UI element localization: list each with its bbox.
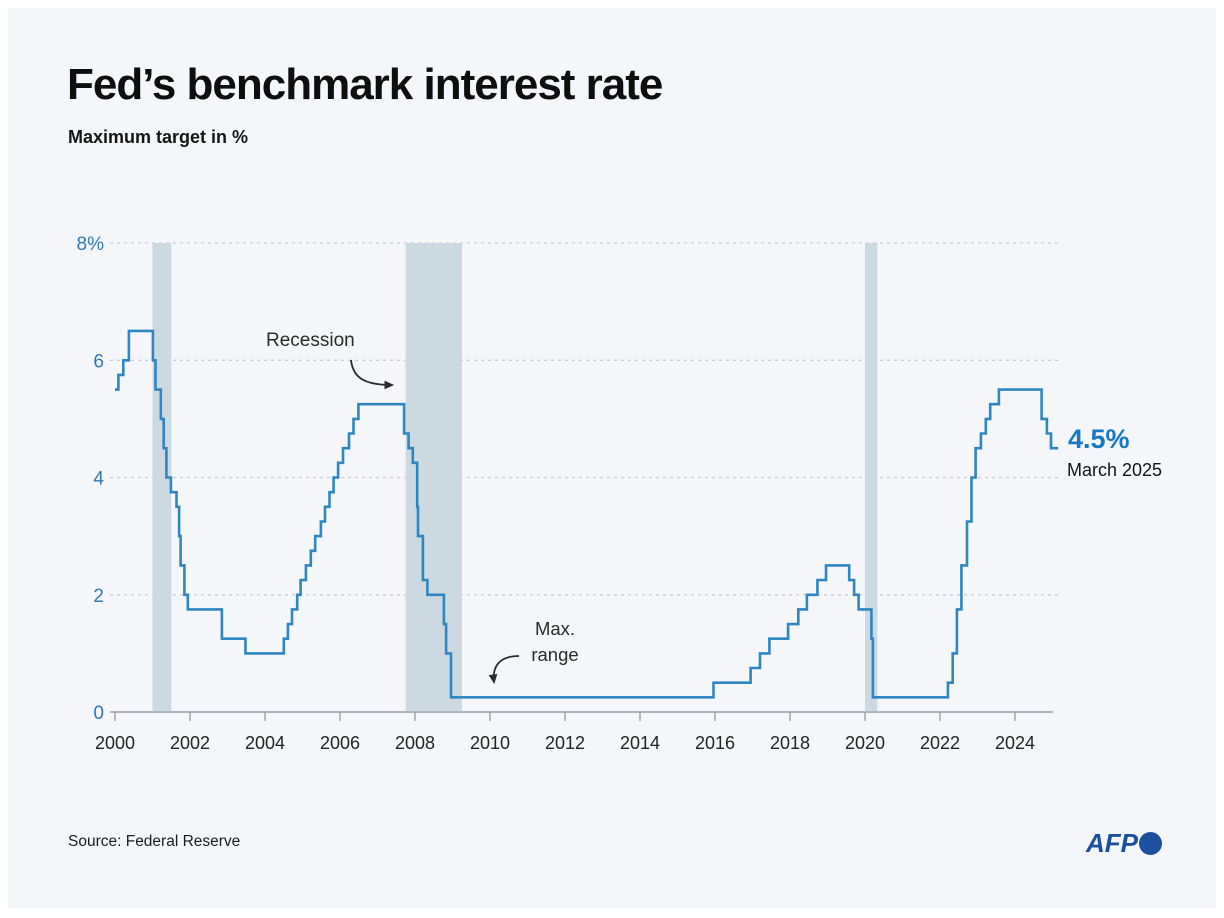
x-tick-label: 2010 [470,733,510,753]
y-tick-label: 4 [93,469,104,490]
x-tick-label: 2004 [245,733,285,753]
latest-rate-value: 4.5% [1068,424,1130,454]
latest-rate-date: March 2025 [1067,460,1163,480]
afp-logo-text: AFP [1086,828,1138,858]
x-tick-label: 2002 [170,733,210,753]
afp-logo: AFP [1086,828,1162,859]
chart-title: Fed’s benchmark interest rate [67,60,663,109]
x-tick-label: 2014 [620,733,660,753]
recession-band [405,243,462,711]
recession-band [865,243,878,711]
chart-card-background [8,8,1216,908]
x-tick-label: 2012 [545,733,585,753]
y-tick-label: 6 [93,351,104,372]
x-tick-label: 2024 [995,733,1035,753]
x-tick-label: 2022 [920,733,960,753]
max-range-annotation: Max. range [508,616,602,667]
y-tick-label: 0 [93,703,104,724]
y-axis-labels: 8% 6 4 2 0 [77,234,105,724]
recession-arrow [350,359,395,390]
afp-logo-dot-icon [1139,832,1162,855]
max-range-line2: range [531,643,579,665]
y-tick-label: 8% [77,234,105,255]
max-range-line1: Max. [534,618,576,639]
rate-step-line [115,329,1059,699]
x-tick-label: 2006 [320,733,360,753]
x-tick-label: 2020 [845,733,885,753]
x-tick-label: 2018 [770,733,810,753]
y-tick-label: 2 [93,586,104,607]
x-tick-label: 2016 [695,733,735,753]
source-credit: Source: Federal Reserve [68,833,241,850]
x-tick-label: 2000 [95,733,135,753]
x-axis: 2000 2002 2004 2006 2008 2010 2012 2014 2016 2018… [95,711,1053,753]
recession-bands [152,243,878,711]
max-range-arrow [488,655,520,685]
chart-subtitle: Maximum target in % [68,127,249,147]
recession-band [152,243,172,711]
x-tick-label: 2008 [395,733,435,753]
recession-annotation: Recession [266,330,355,351]
